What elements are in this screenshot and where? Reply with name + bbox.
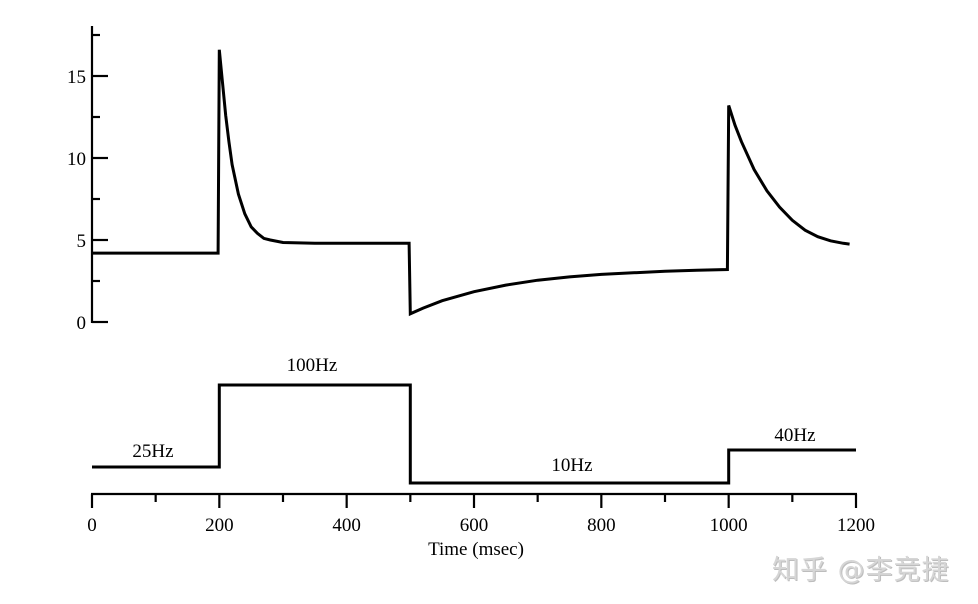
y-tick-label: 15 [67,67,86,88]
x-tick-label: 1000 [710,515,748,536]
watermark: 知乎 @李竞捷 [772,555,950,586]
stimulus-label-100hz: 100Hz [287,355,338,376]
x-tick-label: 600 [460,515,489,536]
stimulus-label-25hz: 25Hz [132,441,173,462]
y-tick-label: 0 [77,313,87,334]
stimulus-trace [92,383,856,485]
x-tick-label: 0 [87,515,97,536]
x-axis-title: Time (msec) [428,539,524,560]
y-tick-label: 10 [67,149,86,170]
x-tick-label: 1200 [837,515,875,536]
x-tick-label: 200 [205,515,234,536]
x-tick-labels: 0 200 400 600 800 1000 1200 [87,515,875,536]
stimulus-label-40hz: 40Hz [774,425,815,446]
y-tick-label: 5 [77,231,87,252]
y-axis [90,26,108,324]
y-tick-labels: 0 5 10 15 [67,67,86,334]
stimulus-labels: 25Hz 100Hz 10Hz 40Hz [132,355,815,476]
x-tick-label: 400 [332,515,361,536]
stimulus-label-10hz: 10Hz [551,455,592,476]
x-axis [90,492,858,508]
response-trace [92,49,850,317]
x-tick-label: 800 [587,515,616,536]
